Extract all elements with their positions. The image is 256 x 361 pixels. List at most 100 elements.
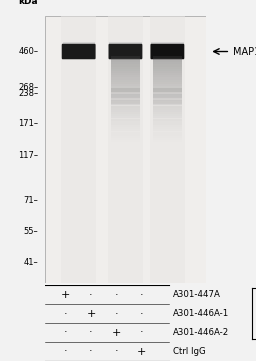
Bar [153, 58, 182, 62]
Bar [153, 66, 182, 71]
Bar [153, 82, 182, 86]
Bar [153, 116, 182, 121]
Bar [153, 125, 182, 129]
Bar [111, 79, 140, 84]
Bar [150, 16, 185, 283]
Bar [111, 92, 140, 97]
Bar [153, 100, 182, 104]
Text: ·: · [64, 347, 68, 357]
Text: ·: · [64, 309, 68, 319]
Bar [153, 64, 182, 69]
Bar [153, 114, 182, 118]
Bar [111, 125, 140, 129]
Bar [153, 108, 182, 112]
Text: MAP1B: MAP1B [233, 47, 256, 57]
Bar [153, 94, 182, 98]
Bar [62, 42, 95, 48]
Bar [153, 99, 182, 103]
Text: 460–: 460– [18, 47, 38, 56]
Bar [111, 123, 140, 127]
Bar [151, 42, 184, 48]
Bar [111, 131, 140, 136]
Bar [153, 127, 182, 131]
Text: 55–: 55– [24, 227, 38, 236]
FancyBboxPatch shape [151, 44, 184, 59]
Bar [61, 16, 97, 283]
Bar [153, 136, 182, 140]
Bar [111, 121, 140, 125]
Bar [153, 79, 182, 84]
Bar [111, 75, 140, 79]
Bar [111, 71, 140, 75]
Text: A301-446A-1: A301-446A-1 [173, 309, 229, 318]
Bar [153, 140, 182, 144]
Bar [153, 103, 182, 108]
Text: 238–: 238– [18, 89, 38, 98]
Text: ·: · [89, 290, 93, 300]
Bar [111, 97, 140, 101]
Text: kDa: kDa [19, 0, 38, 5]
Text: ·: · [114, 347, 118, 357]
Text: ·: · [114, 309, 118, 319]
Bar [109, 42, 142, 48]
FancyBboxPatch shape [109, 44, 142, 59]
Bar [111, 66, 140, 71]
Bar [111, 116, 140, 121]
Text: ·: · [89, 347, 93, 357]
Bar [153, 88, 182, 92]
Bar [153, 73, 182, 77]
Bar [153, 118, 182, 123]
Bar [111, 138, 140, 142]
Text: ·: · [64, 327, 68, 338]
Bar [111, 105, 140, 110]
Bar [111, 88, 140, 92]
Bar [153, 69, 182, 73]
Bar [111, 118, 140, 123]
Text: +: + [137, 347, 146, 357]
Bar [153, 138, 182, 142]
Text: ·: · [114, 290, 118, 300]
Text: ·: · [140, 290, 143, 300]
Bar [111, 108, 140, 112]
Text: 71–: 71– [24, 196, 38, 205]
Bar [111, 82, 140, 86]
FancyBboxPatch shape [62, 44, 95, 59]
Bar [111, 84, 140, 88]
Bar [153, 56, 182, 60]
Bar [108, 16, 143, 283]
Bar [153, 129, 182, 134]
Bar [153, 95, 182, 99]
Bar [111, 95, 140, 99]
Bar [153, 62, 182, 66]
Bar [111, 110, 140, 114]
Bar [153, 75, 182, 79]
Bar [153, 121, 182, 125]
Text: ·: · [140, 327, 143, 338]
Bar [153, 123, 182, 127]
Text: 41–: 41– [24, 257, 38, 266]
Bar [153, 97, 182, 101]
Bar [111, 86, 140, 90]
Bar [153, 110, 182, 114]
Bar [111, 136, 140, 140]
Bar [153, 131, 182, 136]
Text: +: + [86, 309, 96, 319]
Text: +: + [111, 327, 121, 338]
Bar [111, 56, 140, 60]
Bar [153, 112, 182, 116]
Bar [153, 71, 182, 75]
Bar [111, 69, 140, 73]
Bar [111, 134, 140, 138]
Bar [153, 77, 182, 82]
Text: A301-447A: A301-447A [173, 290, 221, 299]
Bar [111, 114, 140, 118]
Bar [111, 140, 140, 144]
Bar [153, 86, 182, 90]
Bar [111, 60, 140, 64]
Text: +: + [61, 290, 70, 300]
Text: ·: · [89, 327, 93, 338]
Bar [111, 103, 140, 108]
Text: 117–: 117– [18, 151, 38, 160]
Bar [111, 100, 140, 104]
Bar [111, 112, 140, 116]
